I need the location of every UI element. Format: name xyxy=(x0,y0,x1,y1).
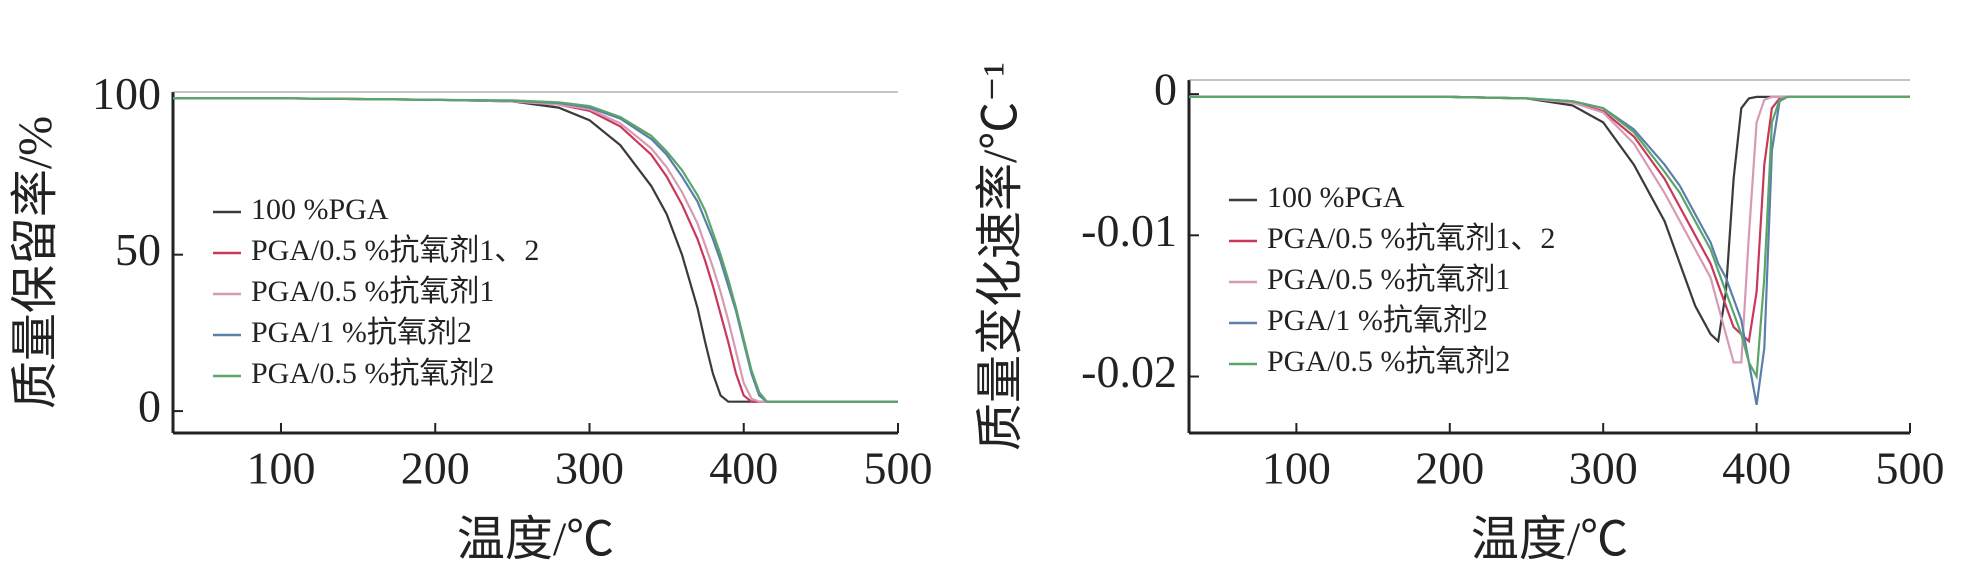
y-tick-label: 50 xyxy=(115,224,161,275)
legend-label: PGA/0.5 %抗氧剂1、2 xyxy=(251,234,539,267)
legend-label: PGA/1 %抗氧剂2 xyxy=(251,316,472,349)
y-tick-label: 100 xyxy=(92,68,161,119)
x-axis-label: 温度/℃ xyxy=(1471,513,1628,566)
x-tick-label: 400 xyxy=(709,443,778,494)
x-tick-label: 100 xyxy=(1262,443,1331,494)
y-tick-label: 0 xyxy=(138,381,161,432)
x-tick-label: 300 xyxy=(1569,443,1638,494)
y-axis-label: 质量变化速率/℃⁻¹ xyxy=(974,62,1027,451)
legend-label: PGA/0.5 %抗氧剂1、2 xyxy=(1267,222,1555,255)
x-tick-label: 100 xyxy=(246,443,315,494)
x-tick-label: 500 xyxy=(1876,443,1945,494)
x-axis-label: 温度/℃ xyxy=(457,513,614,566)
legend-label: PGA/0.5 %抗氧剂1 xyxy=(251,275,494,308)
y-tick-label: 0 xyxy=(1154,64,1177,115)
data-line xyxy=(1189,95,1910,381)
x-tick-label: 300 xyxy=(555,443,624,494)
x-tick-label: 200 xyxy=(1415,443,1484,494)
legend-label: 100 %PGA xyxy=(251,193,389,226)
legend-label: PGA/0.5 %抗氧剂2 xyxy=(1267,345,1510,378)
x-tick-label: 500 xyxy=(864,443,933,494)
plot: 100 200 300 400 500 0 50 100 温度/℃ 质量保留率/% 100 %PGA… xyxy=(9,68,932,566)
data-line xyxy=(173,97,898,403)
legend-label: PGA/0.5 %抗氧剂2 xyxy=(251,357,494,390)
x-tick-label: 200 xyxy=(401,443,470,494)
data-line xyxy=(173,97,898,403)
legend-label: PGA/0.5 %抗氧剂1 xyxy=(1267,263,1510,296)
x-tick-label: 400 xyxy=(1722,443,1791,494)
y-axis-label: 质量保留率/% xyxy=(9,116,62,409)
legend-label: 100 %PGA xyxy=(1267,181,1405,214)
y-tick-label: -0.02 xyxy=(1081,346,1177,397)
plot: 100 200 300 400 500 0 -0.01 -0.02 温度/℃ 质量变化速率/℃⁻¹… xyxy=(974,62,1944,566)
legend-label: PGA/1 %抗氧剂2 xyxy=(1267,304,1488,337)
y-tick-label: -0.01 xyxy=(1081,205,1177,256)
